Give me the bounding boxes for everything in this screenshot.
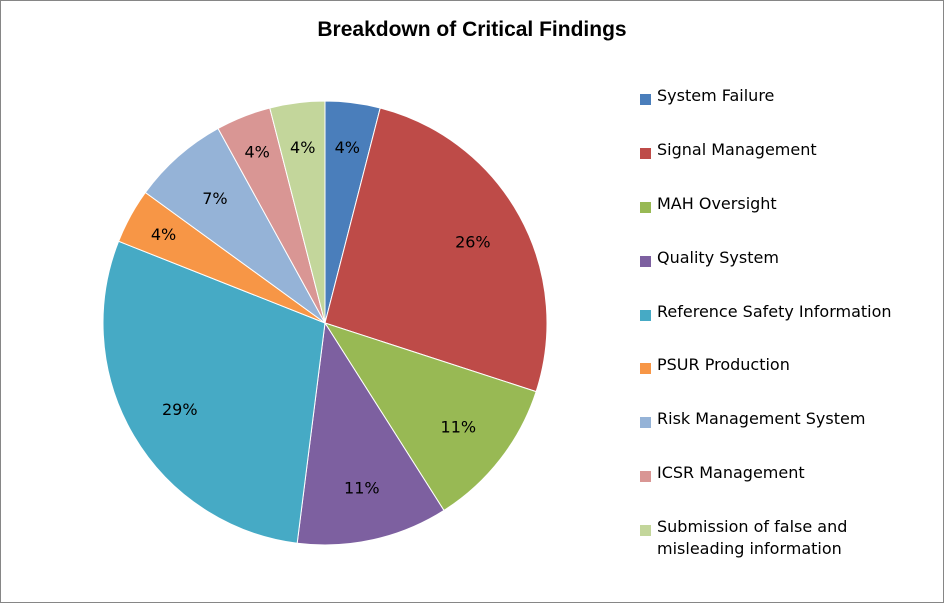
legend-label-5: PSUR Production [657,355,790,374]
slice-label-3: 11% [344,479,380,498]
slice-label-6: 7% [202,189,227,208]
legend-label-3: Quality System [657,248,779,267]
legend-swatch-8 [640,525,651,536]
legend-swatch-7 [640,471,651,482]
legend-swatch-6 [640,417,651,428]
pie-slice-8 [269,100,326,324]
pie-slice-1 [324,107,548,393]
slice-label-1: 26% [455,233,491,252]
legend-label-2: MAH Oversight [657,194,777,213]
legend-swatch-1 [640,148,651,159]
chart-title: Breakdown of Critical Findings [317,18,627,41]
slice-label-7: 4% [244,143,269,162]
slice-label-2: 11% [441,417,477,436]
legend-swatch-3 [640,256,651,267]
legend-swatch-0 [640,94,651,105]
pie-slice-3 [296,321,445,546]
slice-label-0: 4% [335,138,360,157]
pie-slice-2 [323,322,537,512]
legend-swatch-4 [640,310,651,321]
legend-swatch-2 [640,202,651,213]
slice-label-4: 29% [162,400,198,419]
legend-label-4: Reference Safety Information [657,302,892,321]
pie-slice-4 [102,240,326,544]
slice-label-8: 4% [290,138,315,157]
slice-label-5: 4% [151,225,176,244]
legend-swatch-5 [640,363,651,374]
chart-legend: System Failure Signal Management MAH Overs… [640,0,940,603]
legend-label-0: System Failure [657,86,775,105]
legend-label-6: Risk Management System [657,409,866,428]
legend-label-1: Signal Management [657,140,817,159]
legend-label-7: ICSR Management [657,463,805,482]
legend-label-8: Submission of false and misleading infor… [657,517,848,558]
